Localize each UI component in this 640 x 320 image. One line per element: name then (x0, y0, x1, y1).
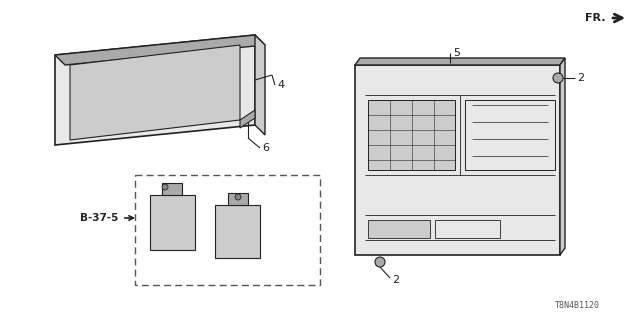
Polygon shape (255, 35, 265, 135)
Circle shape (553, 73, 563, 83)
Polygon shape (55, 35, 255, 145)
Polygon shape (162, 183, 182, 195)
Polygon shape (240, 110, 255, 128)
Circle shape (235, 194, 241, 200)
Polygon shape (355, 58, 565, 65)
Text: 2: 2 (577, 73, 584, 83)
Polygon shape (560, 58, 565, 255)
Text: FR.: FR. (586, 13, 606, 23)
Text: B-37-5: B-37-5 (79, 213, 118, 223)
Polygon shape (465, 100, 555, 170)
Bar (135, 175, 320, 285)
Polygon shape (55, 35, 265, 65)
Text: 5: 5 (453, 48, 460, 58)
Polygon shape (368, 220, 430, 238)
Polygon shape (70, 45, 240, 140)
Text: 2: 2 (392, 275, 399, 285)
Polygon shape (435, 220, 500, 238)
Polygon shape (368, 100, 455, 170)
Text: 4: 4 (277, 80, 284, 90)
Circle shape (375, 257, 385, 267)
Circle shape (162, 184, 168, 190)
Text: T8N4B1120: T8N4B1120 (555, 301, 600, 310)
Polygon shape (228, 193, 248, 205)
Polygon shape (150, 195, 195, 250)
Text: 6: 6 (262, 143, 269, 153)
Polygon shape (215, 205, 260, 258)
Polygon shape (355, 65, 560, 255)
